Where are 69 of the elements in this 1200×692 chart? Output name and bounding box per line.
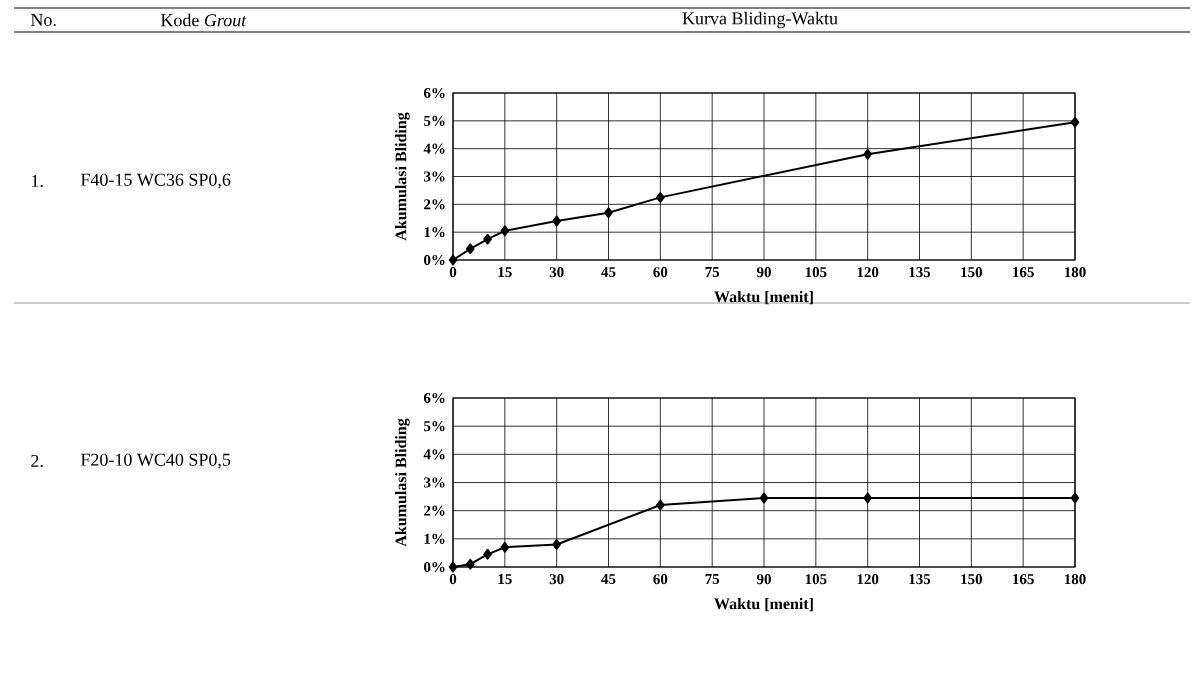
x-tick-label: 15 [498,574,512,585]
point [1070,116,1080,128]
x-tick-label: 180 [1064,574,1086,585]
x-axis-title: Waktu [menit] [714,290,813,305]
y-tick-label: 1% [424,533,445,544]
x-tick-label: 0 [449,574,457,585]
point [604,207,613,219]
text: 2. [31,454,43,468]
point [552,215,561,227]
x-tick-label: 30 [549,574,564,585]
y-tick-label: 4% [423,449,445,460]
x-tick-label: 0 [449,267,457,278]
x-tick-label: 120 [857,267,879,278]
point [656,191,665,203]
y-tick-label: 2% [424,199,445,210]
x-tick-label: 60 [653,267,668,278]
x-tick-label: 135 [909,267,931,278]
y-tick-label: 0% [424,561,445,573]
point [500,541,510,553]
x-tick-label: 120 [857,574,879,585]
x-tick-label: 75 [705,267,720,278]
point [465,243,475,255]
point [863,148,872,160]
y-tick-label: 5% [424,115,445,126]
text: No. [30,13,56,27]
y-tick-label: 4% [423,143,445,154]
x-tick-label: 15 [498,267,512,278]
y-tick-label: 1% [424,227,445,238]
x-tick-label: 105 [805,267,827,278]
x-tick-label: 165 [1013,574,1034,585]
y-axis-title: Akumulasi Bliding [395,418,410,547]
y-tick-label: 3% [424,171,445,182]
x-tick-label: 45 [601,574,616,585]
text: 1. [31,174,43,188]
x-tick-label: 75 [705,574,720,585]
y-tick-label: 6% [423,392,445,404]
point [759,492,769,504]
point [483,233,492,245]
y-axis-title: Akumulasi Bliding [395,112,410,241]
x-tick-label: 45 [601,267,616,278]
x-tick-label: 135 [909,574,931,585]
x-tick-label: 150 [961,574,983,585]
point [863,492,872,504]
point [448,561,458,573]
point [483,548,492,560]
text: Kode Grout [160,13,247,27]
text: F20-10 WC40 SP0,5 [80,453,231,469]
y-tick-label: 0% [424,254,445,266]
point [656,499,665,511]
y-tick-label: 3% [424,477,445,488]
y-tick-label: 6% [423,87,445,99]
x-tick-label: 165 [1013,267,1034,278]
x-axis-title: Waktu [menit] [714,597,813,612]
point [1070,492,1080,504]
y-tick-label: 2% [424,505,445,516]
x-tick-label: 105 [805,574,827,585]
point [552,539,561,550]
x-tick-label: 180 [1064,267,1086,278]
point [448,254,458,266]
text: F40-15 WC36 SP0,6 [80,173,231,189]
x-tick-label: 90 [756,574,771,585]
x-tick-label: 150 [961,267,983,278]
x-tick-label: 90 [756,267,771,278]
x-tick-label: 30 [549,267,564,278]
text: Kurva Bliding-Waktu [682,11,838,29]
point [465,558,475,570]
x-tick-label: 60 [653,574,668,585]
y-tick-label: 5% [424,421,445,432]
point [500,225,510,237]
